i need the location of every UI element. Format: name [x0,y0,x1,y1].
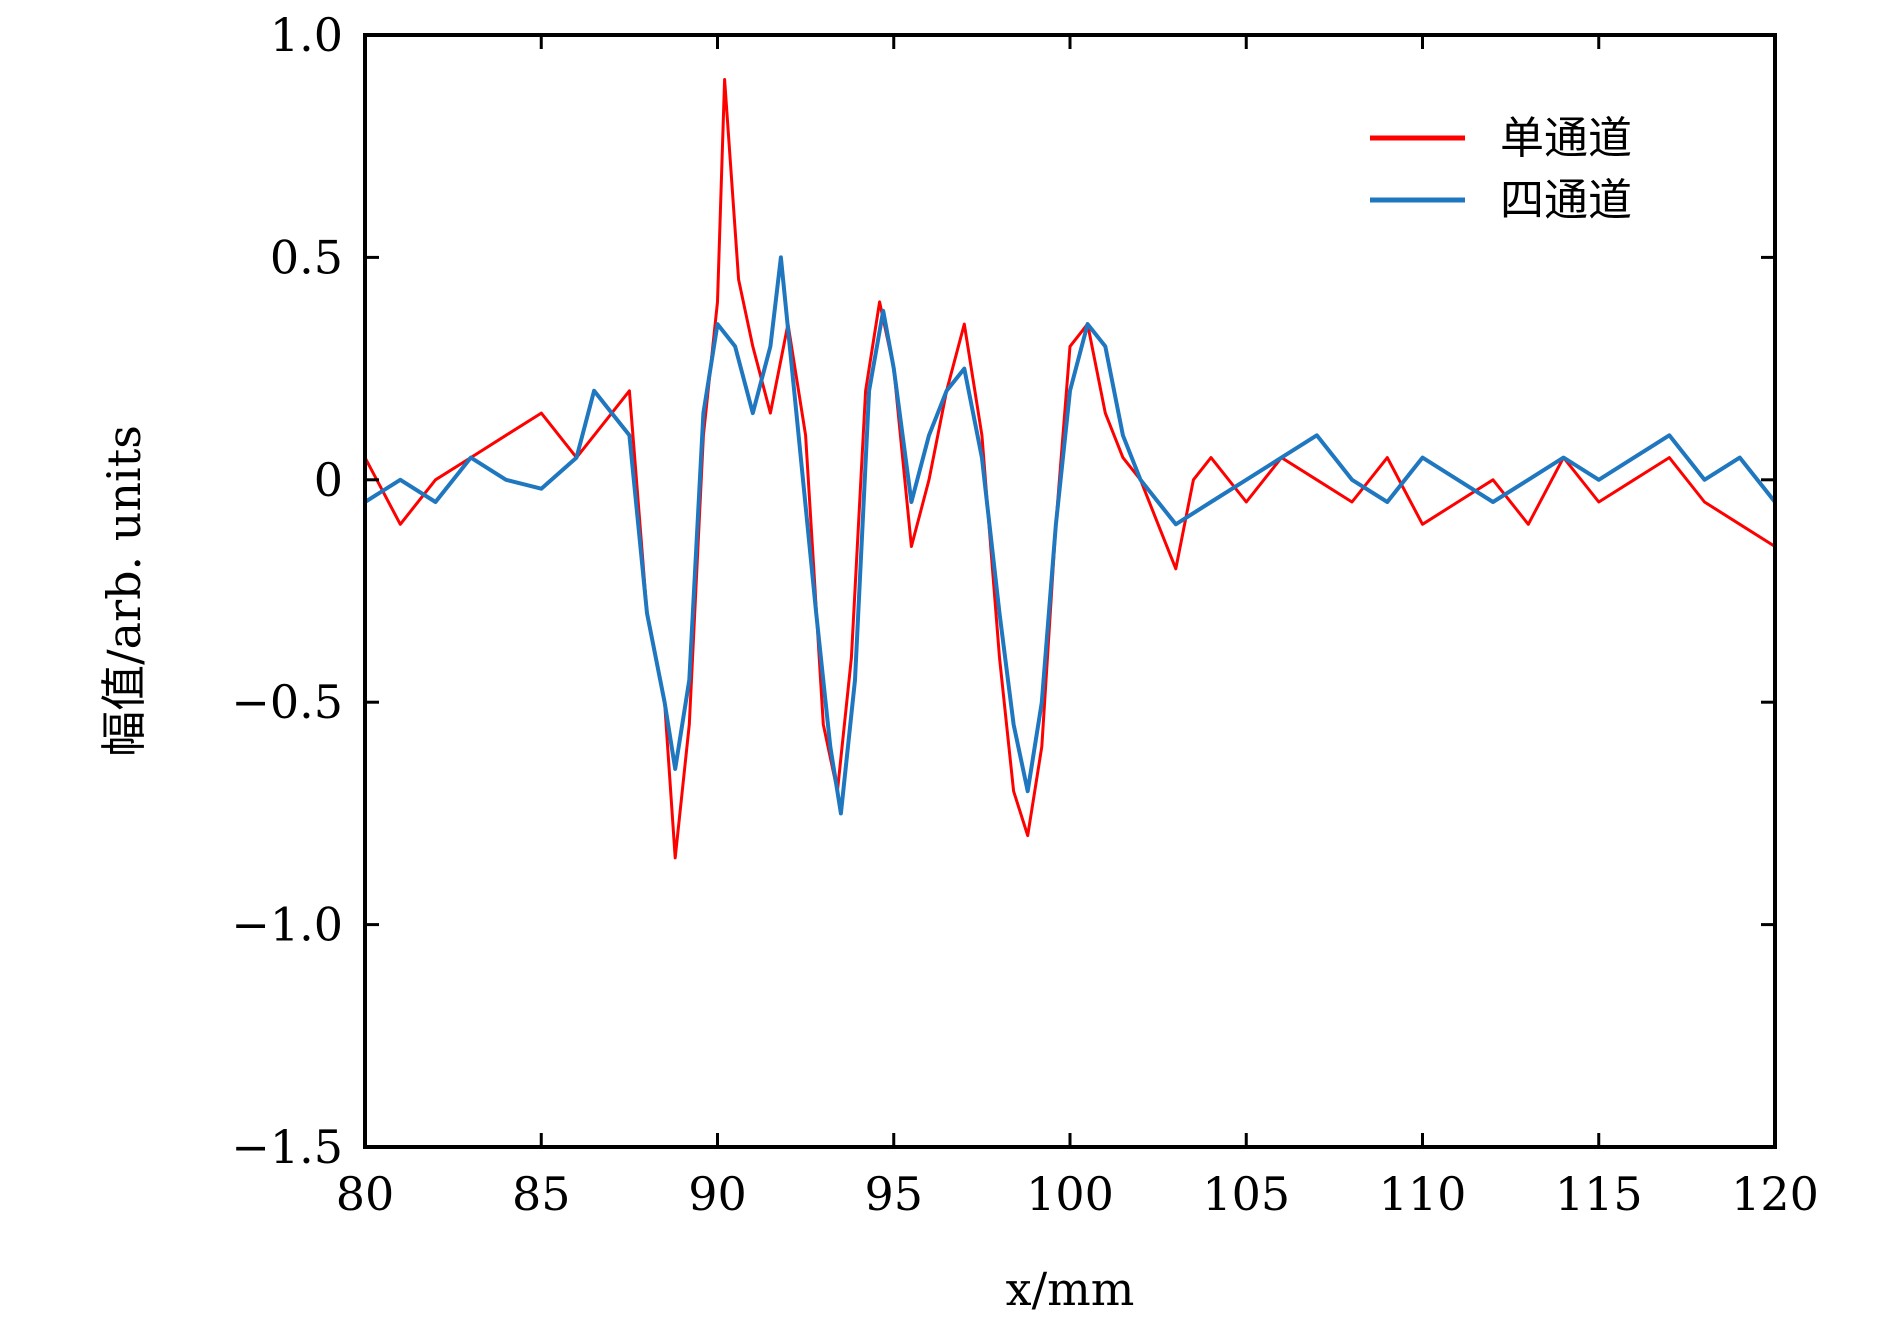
x-tick-label: 120 [1731,1167,1819,1221]
x-tick-label: 100 [1026,1167,1114,1221]
y-tick-label: −1.5 [231,1120,343,1174]
series-line-2 [365,255,1775,816]
series-line-1 [365,78,1775,860]
x-tick-label: 105 [1202,1167,1290,1221]
x-tick-label: 110 [1379,1167,1467,1221]
y-axis-title: 幅值/arb. units [97,425,151,757]
x-tick-label: 115 [1555,1167,1643,1221]
x-tick-label: 95 [864,1167,923,1221]
y-tick-label: −1.0 [231,898,343,952]
x-tick-label: 90 [688,1167,747,1221]
y-tick-label: 0.5 [270,230,343,284]
series-layer [365,78,1775,860]
legend-label-1: 单通道 [1500,113,1632,164]
y-tick-label: 0 [314,453,343,507]
y-tick-label: −0.5 [231,675,343,729]
x-tick-label: 80 [336,1167,395,1221]
x-tick-label: 85 [512,1167,571,1221]
legend-label-2: 四通道 [1500,175,1632,226]
ticks-layer: 80 85 90 95 100 105 110 115 120 1.0 0.5 0 −0.5 −1.0 −1… [231,8,1819,1221]
x-axis-title: x/mm [1006,1262,1135,1316]
y-tick-label: 1.0 [270,8,343,62]
